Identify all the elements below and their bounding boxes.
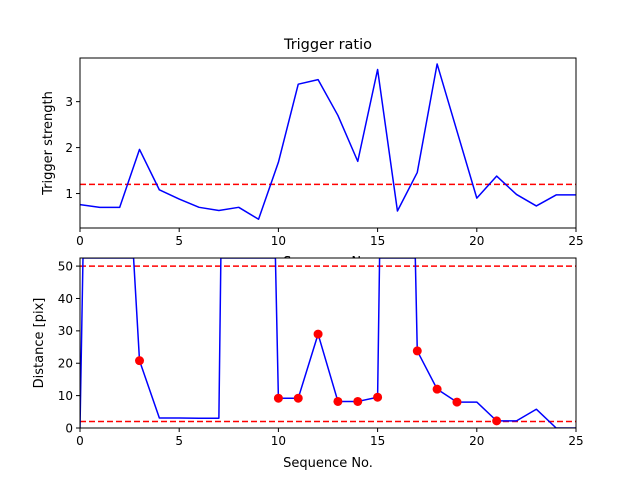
top-y-ticks: 1 2 3: [65, 95, 80, 201]
bottom-threshold-lines: [80, 265, 576, 423]
bottom-x-tick-label: 5: [175, 434, 183, 448]
bottom-data-point: [353, 396, 363, 406]
bottom-chart: 0 5 10 15 20 25 0 10 20 30 40 50 Sequence No. Dist…: [32, 257, 584, 471]
bottom-y-tick-label: 20: [58, 357, 73, 371]
bottom-y-axis-label: Distance [pix]: [32, 298, 47, 389]
top-y-tick-label: 2: [65, 141, 73, 155]
bottom-data-point: [412, 346, 422, 356]
bottom-data-point: [452, 397, 462, 407]
bottom-x-tick-label: 15: [370, 434, 385, 448]
top-x-tick-label: 25: [568, 234, 583, 248]
bottom-data-point: [135, 356, 145, 366]
bottom-plot-area: [80, 258, 576, 428]
bottom-y-tick-label: 50: [58, 259, 73, 273]
top-series-layer: [80, 63, 576, 221]
bottom-data-point: [492, 416, 502, 426]
top-y-axis-label: Trigger strength: [41, 91, 56, 196]
top-series-line: [80, 63, 576, 221]
bottom-data-point: [333, 396, 343, 406]
top-y-tick-label: 1: [65, 187, 73, 201]
bottom-data-point: [293, 393, 303, 403]
top-axes-frame: [79, 57, 577, 229]
bottom-y-tick-label: 10: [58, 389, 73, 403]
bottom-data-point: [373, 392, 383, 402]
bottom-x-tick-label: 25: [568, 434, 583, 448]
bottom-y-tick-label: 40: [58, 292, 73, 306]
bottom-x-tick-label: 10: [271, 434, 286, 448]
bottom-y-tick-label: 30: [58, 324, 73, 338]
top-x-tick-label: 20: [469, 234, 484, 248]
top-x-tick-label: 5: [175, 234, 183, 248]
bottom-series-layer: [80, 258, 576, 428]
top-x-tick-label: 10: [271, 234, 286, 248]
bottom-y-ticks: 0 10 20 30 40 50: [58, 259, 80, 435]
bottom-x-ticks: 0 5 10 15 20 25: [76, 428, 584, 448]
top-chart-title: Trigger ratio: [283, 37, 372, 53]
bottom-x-tick-label: 20: [469, 434, 484, 448]
top-plot-area: [80, 58, 576, 228]
bottom-data-point: [432, 384, 442, 394]
bottom-y-tick-label: 0: [65, 421, 73, 435]
top-x-tick-label: 15: [370, 234, 385, 248]
top-x-tick-label: 0: [76, 234, 84, 248]
bottom-x-tick-label: 0: [76, 434, 84, 448]
top-y-tick-label: 3: [65, 95, 73, 109]
bottom-data-point: [313, 329, 323, 339]
bottom-x-axis-label: Sequence No.: [283, 456, 373, 471]
top-x-ticks: 0 5 10 15 20 25: [76, 228, 584, 248]
bottom-data-point: [273, 393, 283, 403]
bottom-axes-frame: [79, 257, 577, 429]
